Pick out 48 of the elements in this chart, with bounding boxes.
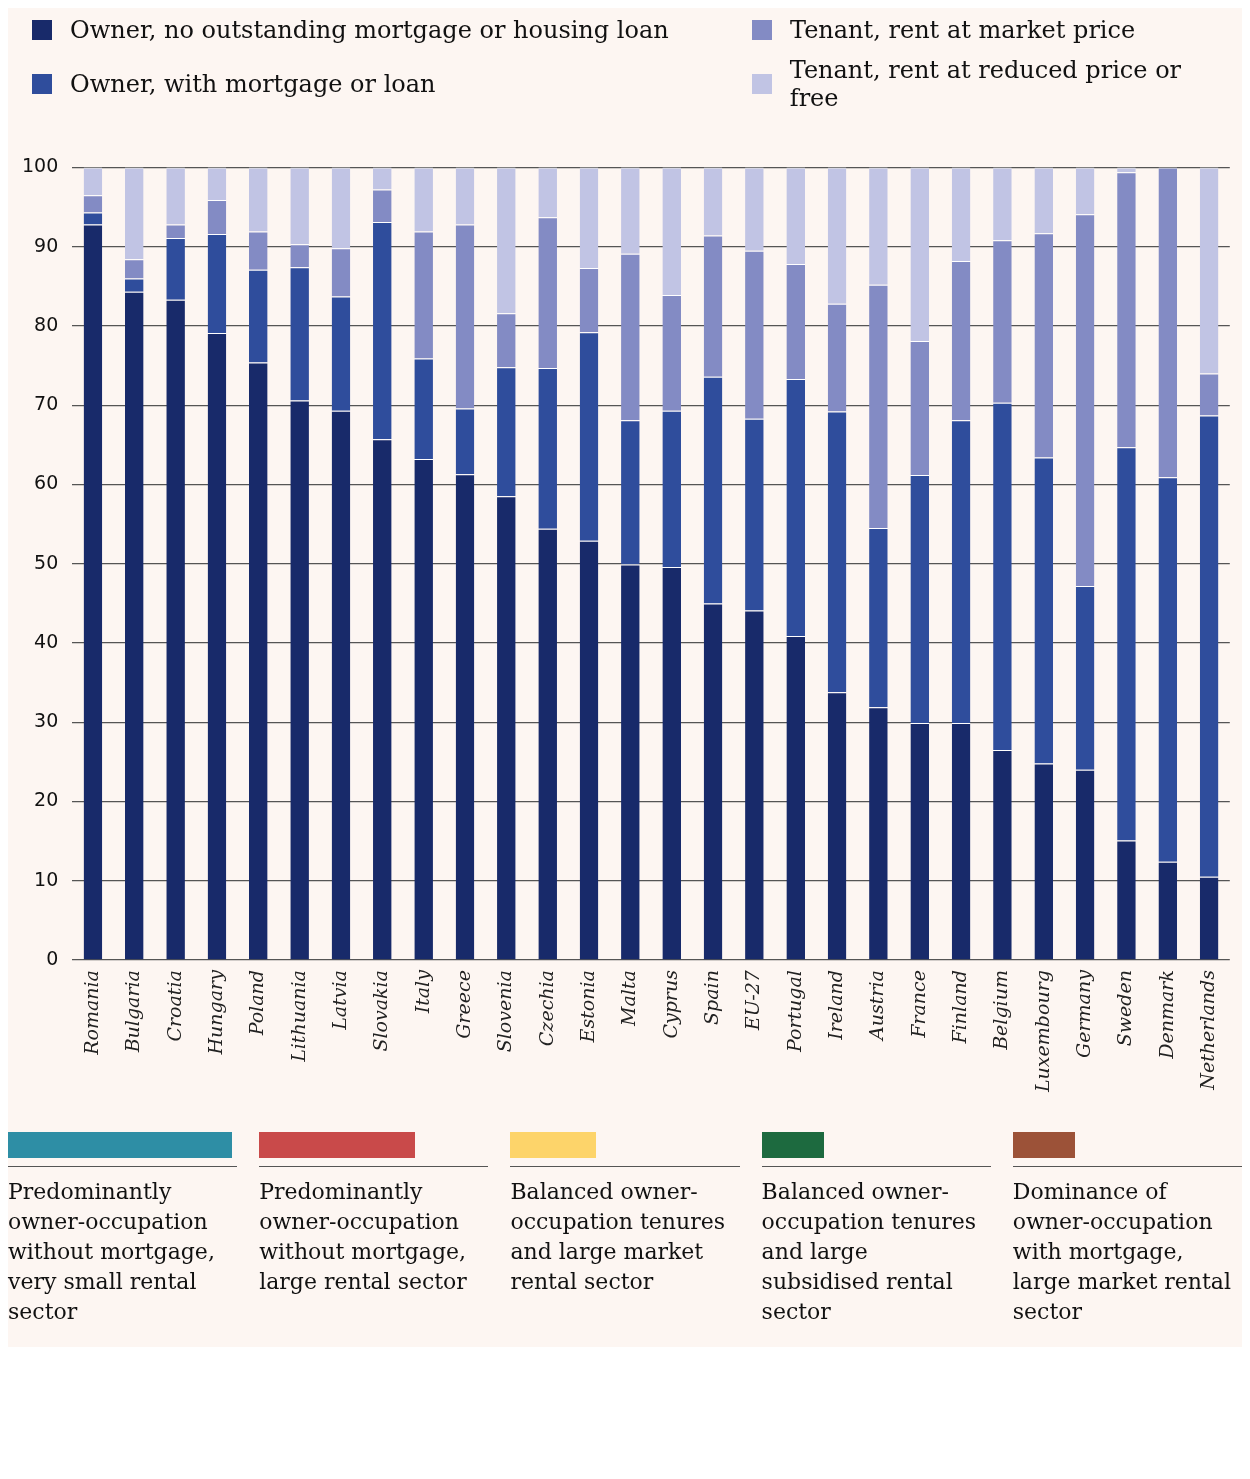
x-tick-label: Finland bbox=[948, 970, 971, 1045]
x-tick-label: Czechia bbox=[534, 970, 557, 1047]
y-tick-label: 80 bbox=[34, 312, 59, 335]
x-tick-label: Lithuania bbox=[286, 970, 309, 1063]
y-tick-label: 90 bbox=[34, 233, 59, 256]
y-tick-label: 70 bbox=[34, 392, 59, 415]
x-tick-label: Croatia bbox=[162, 970, 185, 1042]
x-tick-label: Italy bbox=[410, 969, 433, 1015]
x-tick-label: Slovakia bbox=[369, 970, 392, 1052]
x-tick-label: Poland bbox=[245, 970, 268, 1037]
x-tick-label: Ireland bbox=[824, 970, 846, 1041]
legend-label: Owner, no outstanding mortgage or housing loan bbox=[70, 16, 669, 44]
x-tick-label: Netherlands bbox=[1196, 969, 1219, 1091]
text: Balanced owner-occupation tenures and large market rental sector bbox=[510, 1166, 740, 1297]
x-tick-label: EU-27 bbox=[741, 969, 764, 1032]
y-tick-label: 0 bbox=[46, 947, 59, 970]
legend-label: Tenant, rent at reduced price or free bbox=[789, 56, 1183, 112]
x-tick-label: Romania bbox=[79, 970, 102, 1056]
x-tick-label: Greece bbox=[451, 970, 474, 1039]
x-tick-label: Denmark bbox=[1154, 970, 1177, 1060]
x-tick-label: Bulgaria bbox=[121, 970, 144, 1054]
x-tick-label: Malta bbox=[617, 970, 640, 1027]
x-tick-label: France bbox=[906, 970, 929, 1039]
y-tick-label: 100 bbox=[22, 154, 59, 177]
x-tick-label: Sweden bbox=[1113, 970, 1136, 1047]
legend-label: Owner, with mortgage or loan bbox=[70, 70, 436, 98]
x-tick-label: Austria bbox=[865, 970, 888, 1042]
text: Balanced owner-occupation tenures and large subsidised rental sector bbox=[761, 1166, 991, 1327]
y-tick-label: 40 bbox=[34, 629, 59, 652]
y-tick-label: 30 bbox=[34, 709, 59, 732]
y-tick-label: 20 bbox=[34, 788, 59, 811]
text: Dominance of owner-occupation with mortgage, large market rental sector bbox=[1012, 1166, 1242, 1327]
text: Predominantly owner-occupation without mortgage, large rental sector bbox=[259, 1166, 489, 1297]
x-tick-label: Germany bbox=[1072, 969, 1095, 1058]
x-tick-label: Slovenia bbox=[493, 970, 516, 1053]
y-tick-label: 50 bbox=[34, 550, 59, 573]
legend-label: Tenant, rent at market price bbox=[790, 16, 1136, 44]
x-tick-label: Hungary bbox=[203, 969, 226, 1056]
x-tick-label: Portugal bbox=[782, 970, 805, 1054]
x-tick-label: Cyprus bbox=[658, 969, 681, 1039]
text: Predominantly owner-occupation without mortgage, very small rental sector bbox=[8, 1166, 238, 1327]
y-tick-label: 60 bbox=[34, 471, 59, 494]
y-tick-label: 10 bbox=[34, 867, 59, 890]
x-tick-label: Spain bbox=[699, 970, 722, 1025]
x-tick-label: Estonia bbox=[575, 970, 598, 1044]
x-tick-label: Luxembourg bbox=[1030, 970, 1053, 1094]
x-tick-label: Latvia bbox=[327, 970, 350, 1031]
x-tick-label: Belgium bbox=[989, 970, 1012, 1051]
